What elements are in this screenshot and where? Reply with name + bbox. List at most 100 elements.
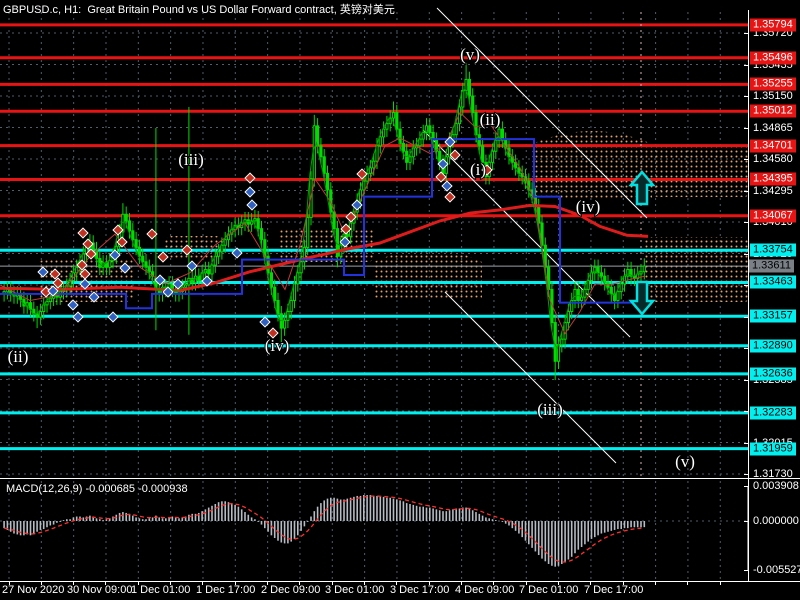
candlestick	[108, 252, 112, 276]
candle-body	[253, 218, 257, 222]
candlestick	[325, 165, 330, 198]
candle-body	[276, 299, 280, 315]
macd-tickmark	[744, 486, 748, 487]
buy-signal-diamond-icon	[154, 274, 166, 286]
time-tickmark	[364, 581, 366, 585]
wave-label: (iv)	[265, 336, 290, 355]
panel-separator[interactable]	[0, 478, 800, 479]
candlestick	[184, 277, 188, 295]
time-tickmark	[137, 581, 139, 585]
candle-body	[127, 220, 132, 232]
price-tickmark	[744, 253, 748, 255]
sell-signal-diamond-icon	[267, 327, 279, 339]
candle-body	[385, 123, 389, 130]
buy-signal-diamond-icon	[162, 286, 174, 298]
trend-line[interactable]	[444, 291, 617, 464]
candle-body	[603, 275, 607, 284]
candlestick	[35, 305, 39, 329]
price-level-badge: 1.33463	[750, 275, 796, 289]
candle-body	[560, 338, 564, 346]
buy-signal-diamond-icon	[119, 262, 131, 274]
time-axis-label: 4 Dec 09:00	[455, 584, 515, 596]
candle-body	[401, 143, 405, 152]
candle-body	[283, 319, 287, 329]
time-tickmark	[655, 581, 657, 585]
slow-ma-line	[0, 203, 649, 293]
candlestick	[639, 263, 643, 282]
candle-body	[408, 156, 412, 163]
candlestick	[616, 283, 620, 309]
price-level-badge: 1.32636	[750, 367, 796, 381]
candle-body	[616, 291, 620, 301]
candle-body	[306, 217, 310, 248]
buy-signal-diamond-icon	[441, 180, 453, 192]
sell-signal-diamond-icon	[449, 149, 461, 161]
time-axis-label: 2 Dec 09:00	[261, 584, 321, 596]
candle-body	[124, 213, 128, 222]
sell-signal-diamond-icon	[49, 268, 61, 280]
time-tickmark	[40, 581, 42, 585]
candlestick	[5, 281, 10, 300]
candle-body	[563, 322, 567, 340]
candle-body	[421, 131, 425, 140]
macd-indicator-label: MACD(12,26,9) -0.000685 -0.000938	[6, 483, 188, 495]
candle-body	[576, 288, 580, 301]
candlestick	[471, 88, 475, 121]
price-axis-tick: 1.34295	[753, 184, 793, 197]
candle-body	[566, 311, 570, 324]
candle-body	[428, 125, 432, 133]
candlestick	[477, 126, 481, 154]
candle-body	[207, 269, 211, 275]
price-tickmark	[744, 96, 748, 97]
price-chart[interactable]: (v) (ii) (iii) (i) (iv) (ii) (iv) (iii) (v)	[0, 0, 800, 478]
price-tickmark	[744, 64, 748, 66]
time-tickmark	[267, 581, 269, 585]
candle-body	[362, 180, 366, 191]
price-tickmark	[744, 159, 748, 160]
price-axis-tick: 1.34865	[753, 121, 793, 134]
candle-body	[388, 117, 392, 125]
time-tickmark	[493, 581, 495, 585]
candlestick	[137, 239, 142, 264]
candle-body	[580, 296, 584, 301]
wave-label: (iii)	[178, 150, 204, 169]
macd-axis-tick: -0.005527	[753, 564, 800, 577]
wave-label: (iv)	[576, 197, 601, 216]
sell-signal-diamond-icon	[76, 259, 88, 271]
ichimoku-cloud	[652, 143, 750, 197]
trend-line[interactable]	[436, 7, 648, 219]
time-tickmark	[590, 581, 592, 585]
time-tickmark	[396, 581, 398, 585]
price-level-badge: 1.35255	[750, 77, 796, 91]
candle-body	[372, 160, 376, 169]
price-axis-tick: 1.34580	[753, 153, 793, 165]
candle-body	[273, 286, 277, 301]
candlestick	[589, 265, 594, 289]
time-axis-label: 27 Nov 2020	[2, 584, 65, 596]
buy-signal-diamond-icon	[109, 249, 121, 261]
sell-signal-diamond-icon	[82, 238, 94, 250]
buy-signal-diamond-icon	[231, 247, 243, 259]
candle-body	[38, 311, 42, 318]
candle-body	[345, 233, 349, 237]
price-level-badge: 1.35496	[750, 51, 796, 65]
wave-label: (ii)	[480, 110, 501, 129]
ichimoku-cloud	[532, 131, 652, 200]
sell-signal-diamond-icon	[85, 248, 97, 260]
buy-signal-diamond-icon	[172, 278, 184, 290]
candlestick	[593, 259, 597, 281]
time-tickmark	[8, 581, 10, 585]
candlestick	[385, 115, 389, 137]
candle-body	[144, 261, 148, 268]
macd-panel[interactable]	[0, 481, 800, 581]
candle-body	[626, 269, 630, 277]
price-tickmark	[744, 285, 748, 286]
chart-title: GBPUSD.c, H1: Great Britain Pound vs US …	[3, 4, 395, 16]
time-tickmark	[299, 581, 301, 585]
candle-body	[391, 112, 396, 119]
candle-body	[332, 211, 336, 230]
macd-axis-tick: 0.000000	[753, 515, 799, 527]
candle-body	[454, 123, 458, 136]
price-axis-line	[748, 10, 749, 581]
candlestick	[38, 303, 42, 325]
